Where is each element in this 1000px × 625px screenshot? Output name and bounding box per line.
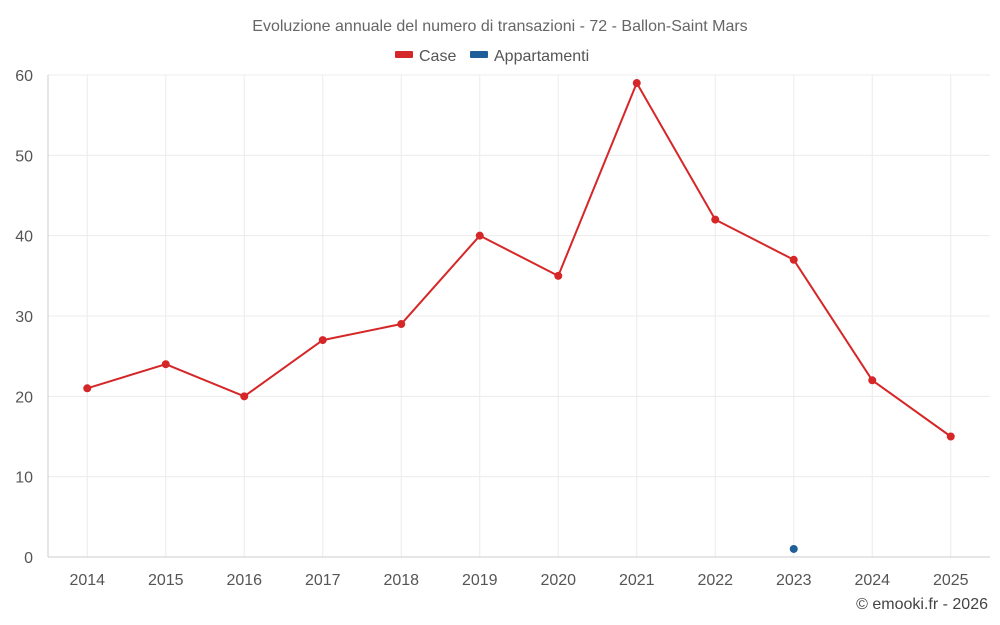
x-tick-label: 2014 [69,572,105,589]
data-point-case-2014[interactable] [83,384,92,393]
x-tick-label: 2025 [933,572,969,589]
legend-label-appartamenti[interactable]: Appartamenti [494,48,589,65]
credit-text: © emooki.fr - 2026 [856,596,988,613]
data-point-case-2023[interactable] [789,255,798,264]
series [83,79,955,553]
x-tick-label: 2020 [540,572,576,589]
chart-title: Evoluzione annuale del numero di transaz… [252,18,747,35]
grid [48,74,990,557]
legend-swatch-case [395,51,413,58]
x-tick-label: 2023 [776,572,812,589]
data-point-case-2024[interactable] [868,376,877,385]
axes: 0 10 20 30 40 50 60 2014 2015 2016 2017 2018 2019 202… [15,68,990,589]
x-tick-label: 2015 [148,572,184,589]
data-point-case-2020[interactable] [554,271,563,280]
data-point-case-2025[interactable] [946,432,955,441]
legend: Case Appartamenti [395,48,589,65]
y-tick-label: 40 [15,229,33,246]
y-tick-label: 30 [15,309,33,326]
x-tick-label: 2017 [305,572,341,589]
y-tick-label: 20 [15,389,33,406]
x-tick-label: 2016 [226,572,262,589]
series-line-case [86,82,952,438]
x-tick-label: 2024 [854,572,890,589]
data-point-case-2022[interactable] [711,215,720,224]
y-tick-label: 50 [15,148,33,165]
legend-swatch-appartamenti [470,51,488,58]
y-tick-label: 10 [15,470,33,487]
data-point-appartamenti-2023[interactable] [789,544,798,553]
data-point-case-2018[interactable] [397,320,406,329]
data-point-case-2017[interactable] [318,336,327,345]
y-tick-label: 0 [24,550,33,567]
data-point-case-2019[interactable] [475,231,484,240]
y-tick-label: 60 [15,68,33,85]
x-tick-label: 2018 [383,572,419,589]
legend-label-case[interactable]: Case [419,48,456,65]
x-tick-label: 2022 [697,572,733,589]
data-point-case-2015[interactable] [161,360,170,369]
data-point-case-2021[interactable] [632,79,641,88]
x-tick-label: 2019 [462,572,498,589]
data-point-case-2016[interactable] [240,392,249,401]
x-tick-label: 2021 [619,572,655,589]
